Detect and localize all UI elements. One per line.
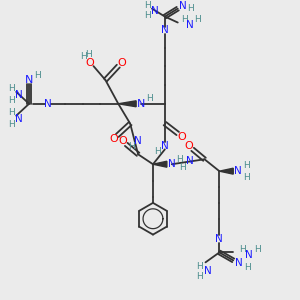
Text: N: N [235,258,243,268]
Text: N: N [245,250,253,260]
Text: H: H [196,262,203,271]
Text: O: O [118,136,127,146]
Text: H: H [85,50,92,59]
Text: H: H [80,52,87,61]
Text: H: H [146,94,152,103]
Text: N: N [186,156,194,166]
Text: H: H [144,11,150,20]
Text: H: H [179,163,186,172]
Text: N: N [234,166,242,176]
Text: N: N [15,114,23,124]
Text: H: H [187,4,194,13]
Polygon shape [153,161,167,167]
Text: H: H [181,15,188,24]
Text: H: H [243,161,250,170]
Text: N: N [134,136,142,146]
Polygon shape [118,101,136,107]
Text: H: H [8,96,15,105]
Text: H: H [8,120,15,129]
Text: N: N [25,75,33,85]
Text: N: N [44,99,52,109]
Text: N: N [15,90,23,100]
Text: N: N [137,99,145,109]
Text: N: N [168,159,176,169]
Text: O: O [184,141,193,152]
Text: O: O [177,133,186,142]
Text: N: N [161,141,169,152]
Text: N: N [179,1,187,11]
Text: H: H [196,272,203,281]
Text: H: H [254,245,260,254]
Text: N: N [215,234,223,244]
Text: O: O [109,134,118,145]
Text: H: H [144,1,150,10]
Text: H: H [239,245,245,254]
Text: N: N [161,26,169,35]
Text: N: N [186,20,194,31]
Text: N: N [204,266,212,276]
Text: H: H [128,142,134,151]
Text: H: H [244,263,250,272]
Polygon shape [219,168,233,174]
Text: H: H [194,15,201,24]
Text: H: H [243,172,250,182]
Text: H: H [154,147,161,156]
Text: H: H [8,108,15,117]
Text: H: H [34,70,40,80]
Text: H: H [8,84,15,93]
Text: O: O [85,58,94,68]
Text: O: O [117,58,126,68]
Text: N: N [151,6,159,16]
Text: H: H [176,155,183,164]
